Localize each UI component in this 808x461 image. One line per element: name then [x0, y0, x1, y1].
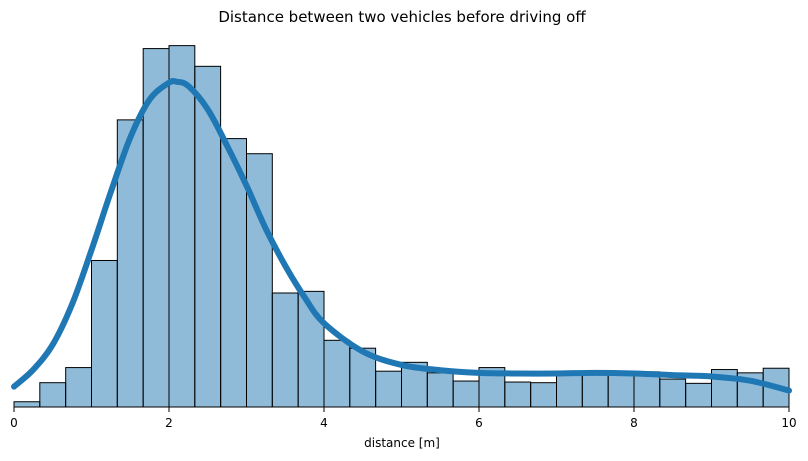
x-tick-label: 2 — [165, 416, 173, 430]
histogram-bar — [271, 292, 299, 408]
histogram-bar — [168, 45, 196, 408]
x-tick-label: 8 — [630, 416, 638, 430]
x-tick-label: 4 — [320, 416, 328, 430]
histogram-bar — [65, 367, 92, 408]
histogram-bar — [556, 370, 583, 408]
histogram-bar — [323, 339, 351, 408]
histogram-bar — [607, 370, 635, 408]
x-tick-label: 6 — [475, 416, 483, 430]
histogram-bar — [13, 401, 41, 408]
histogram-bar — [91, 259, 118, 408]
histogram-bar — [581, 371, 609, 408]
histogram-bar — [659, 378, 687, 408]
kde-curve-layer — [11, 77, 792, 394]
histogram-bar — [39, 382, 67, 408]
histogram-bar — [504, 381, 532, 408]
chart-title: Distance between two vehicles before dri… — [218, 8, 586, 26]
x-axis-label: distance [m] — [364, 436, 440, 450]
histogram-bar — [194, 65, 222, 408]
kde-curve — [11, 77, 792, 394]
histogram-bar — [452, 380, 480, 408]
x-axis-ticks: 0 2 4 6 8 10 — [10, 407, 797, 430]
histogram-bar — [530, 382, 558, 408]
x-tick-label: 0 — [10, 416, 18, 430]
histogram-bar — [426, 372, 454, 408]
x-tick-label: 10 — [781, 416, 796, 430]
histogram-bar — [685, 382, 713, 408]
histogram-bars — [13, 45, 790, 408]
histogram-bar — [375, 370, 403, 408]
